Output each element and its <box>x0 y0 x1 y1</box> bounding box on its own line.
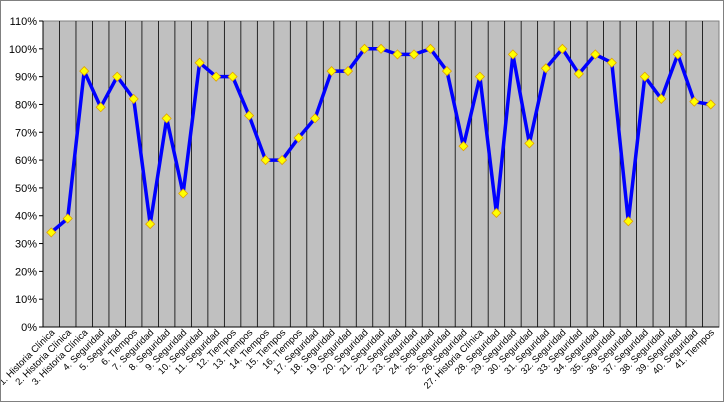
y-tick-label: 110% <box>10 16 38 28</box>
data-point-marker <box>408 49 420 60</box>
data-point-marker <box>95 102 106 113</box>
data-point-marker <box>639 71 650 82</box>
y-tick-label: 10% <box>15 294 37 306</box>
data-point-marker <box>211 71 222 82</box>
data-point-marker <box>62 213 73 224</box>
data-point-marker <box>573 68 584 79</box>
y-tick-label: 40% <box>15 211 37 223</box>
data-point-marker <box>491 207 502 219</box>
data-point-marker <box>260 155 271 166</box>
data-point-marker <box>425 43 436 54</box>
y-tick-label: 30% <box>15 239 37 251</box>
data-point-marker <box>441 66 453 77</box>
y-tick-label: 70% <box>15 127 37 139</box>
data-point-marker <box>277 155 288 166</box>
data-point-marker <box>672 49 683 60</box>
y-tick-label: 90% <box>15 72 37 84</box>
data-point-marker <box>112 71 123 82</box>
y-tick-label: 20% <box>15 266 37 278</box>
y-tick-label: 80% <box>15 99 37 111</box>
y-tick-label: 0% <box>21 322 37 334</box>
y-tick-label: 50% <box>15 183 37 195</box>
data-point-marker <box>623 216 634 227</box>
data-point-marker <box>309 113 321 124</box>
data-point-marker <box>128 93 139 104</box>
data-point-marker <box>689 96 700 107</box>
plot-area <box>42 20 720 328</box>
series-markers <box>46 43 716 238</box>
data-point-marker <box>557 43 568 54</box>
data-point-marker <box>326 66 337 77</box>
vertical-gridlines <box>59 21 703 327</box>
data-point-marker <box>606 57 617 68</box>
data-point-marker <box>79 66 90 77</box>
y-tick-label: 60% <box>15 155 37 167</box>
data-point-marker <box>293 132 304 143</box>
data-point-marker <box>656 93 667 104</box>
data-point-marker <box>375 43 387 54</box>
data-point-marker <box>244 110 255 121</box>
data-point-marker <box>161 113 172 124</box>
data-point-marker <box>458 141 469 152</box>
data-point-marker <box>178 188 189 199</box>
data-point-marker <box>194 57 205 68</box>
data-point-marker <box>540 63 551 74</box>
data-point-marker <box>342 66 354 77</box>
data-point-marker <box>46 227 57 238</box>
data-point-marker <box>392 49 403 60</box>
data-point-marker <box>524 138 535 149</box>
data-point-marker <box>590 49 601 60</box>
data-point-marker <box>145 219 156 230</box>
y-tick-label: 100% <box>9 44 37 56</box>
data-point-marker <box>507 49 518 60</box>
data-point-marker <box>359 43 370 54</box>
data-point-marker <box>227 71 238 82</box>
data-point-marker <box>474 71 485 82</box>
data-point-marker <box>705 99 716 110</box>
y-axis: 0% 10% 20% 30% 40% 50% 60% 70% 80% 90% 100% 110% <box>9 16 44 334</box>
